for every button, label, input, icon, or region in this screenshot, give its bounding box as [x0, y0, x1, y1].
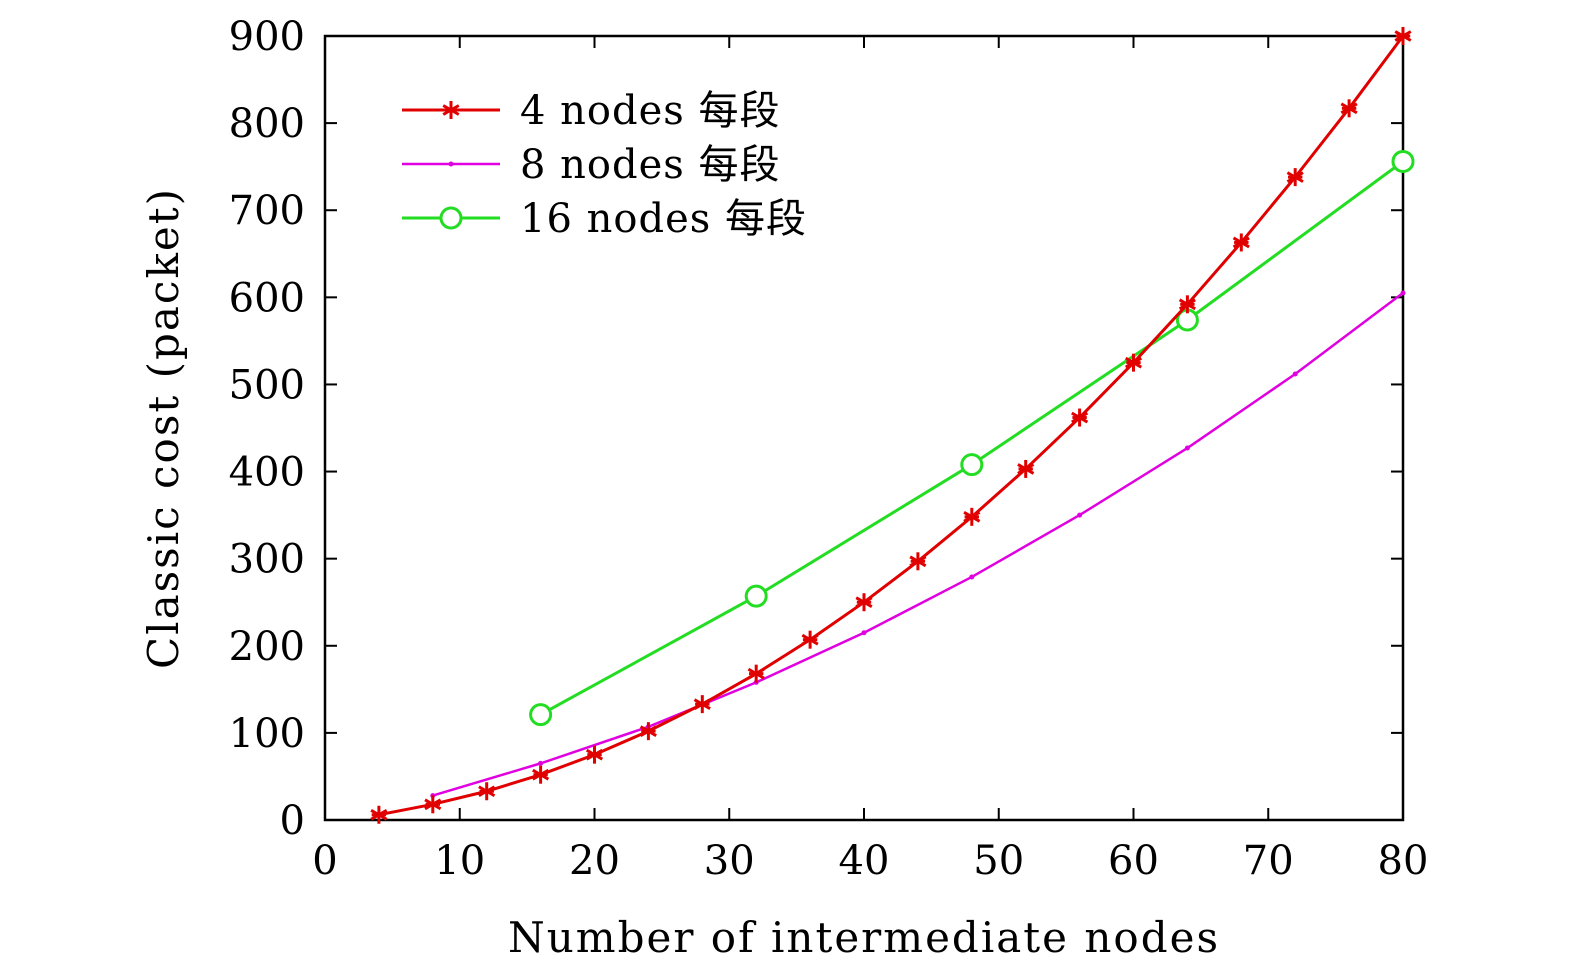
data-point [801, 630, 819, 649]
data-point [1391, 149, 1415, 173]
data-point [909, 552, 927, 571]
series-1 [370, 27, 1412, 824]
y-tick-labels: 0 100 200 300 400 500 600 700 800 900 [229, 14, 305, 844]
legend-label: 16 nodes 每段 [520, 196, 807, 242]
x-tick-label: 10 [434, 838, 485, 884]
dot-marker [448, 161, 454, 167]
circle-marker [439, 206, 463, 230]
x-tick-label: 40 [839, 838, 890, 884]
legend-entry: 16 nodes 每段 [402, 196, 807, 242]
legend: 4 nodes 每段 8 nodes 每段 16 nodes 每段 [402, 88, 807, 242]
y-tick-label: 800 [229, 101, 305, 147]
data-point [478, 782, 496, 801]
data-point [1077, 512, 1083, 518]
data-point [1184, 445, 1190, 451]
data-point [960, 453, 984, 477]
x-axis-title: Number of intermediate nodes [508, 913, 1220, 962]
data-point [1124, 353, 1143, 372]
series-3 [529, 149, 1415, 727]
legend-label: 4 nodes 每段 [520, 88, 781, 134]
y-tick-label: 700 [229, 188, 305, 234]
data-point [639, 722, 657, 741]
data-point [861, 630, 867, 636]
series-line [378, 35, 1405, 817]
y-tick-label: 400 [229, 450, 305, 496]
data-point [744, 584, 768, 608]
data-point [855, 593, 873, 612]
legend-label: 8 nodes 每段 [520, 142, 781, 188]
series-line [432, 291, 1404, 797]
data-point [1178, 295, 1196, 314]
series-line [539, 160, 1404, 716]
x-tick-label: 80 [1378, 838, 1429, 884]
x-tick-label: 70 [1243, 838, 1294, 884]
x-tick-label: 20 [569, 838, 620, 884]
y-tick-label: 900 [229, 14, 305, 60]
data-point [693, 695, 711, 714]
y-tick-label: 600 [229, 275, 305, 321]
data-point [529, 703, 553, 727]
x-tick-label: 50 [973, 838, 1024, 884]
y-tick-label: 200 [229, 624, 305, 670]
data-point [1394, 27, 1412, 45]
plot-frame [323, 34, 1405, 822]
x-tick-label: 60 [1108, 838, 1159, 884]
legend-entry: 4 nodes 每段 [402, 88, 781, 134]
data-point [747, 664, 765, 683]
y-tick-label: 500 [229, 362, 305, 408]
data-point [1286, 168, 1304, 187]
x-tick-label: 0 [312, 838, 337, 884]
x-tick-label: 30 [704, 838, 755, 884]
data-point [370, 805, 388, 824]
axis-ticks [324, 35, 1404, 821]
series-2 [430, 290, 1406, 799]
y-tick-label: 100 [229, 711, 305, 757]
x-tick-labels: 0 10 20 30 40 50 60 70 80 [312, 838, 1428, 884]
data-point [1017, 459, 1035, 478]
data-point [585, 745, 604, 764]
data-point [1292, 371, 1298, 377]
data-point [1340, 99, 1358, 118]
data-point [424, 795, 442, 814]
data-point [1232, 233, 1250, 252]
data-point [969, 574, 975, 580]
asterisk-marker [442, 101, 460, 119]
y-axis-title: Classic cost (packet) [139, 187, 188, 669]
data-point [963, 507, 981, 526]
y-tick-label: 0 [280, 798, 305, 844]
data-point [538, 760, 544, 766]
y-tick-label: 300 [229, 537, 305, 583]
legend-entry: 8 nodes 每段 [402, 142, 781, 188]
data-point [1400, 290, 1406, 296]
series-layer [370, 27, 1415, 824]
data-point [532, 765, 550, 784]
data-point [1071, 408, 1089, 427]
